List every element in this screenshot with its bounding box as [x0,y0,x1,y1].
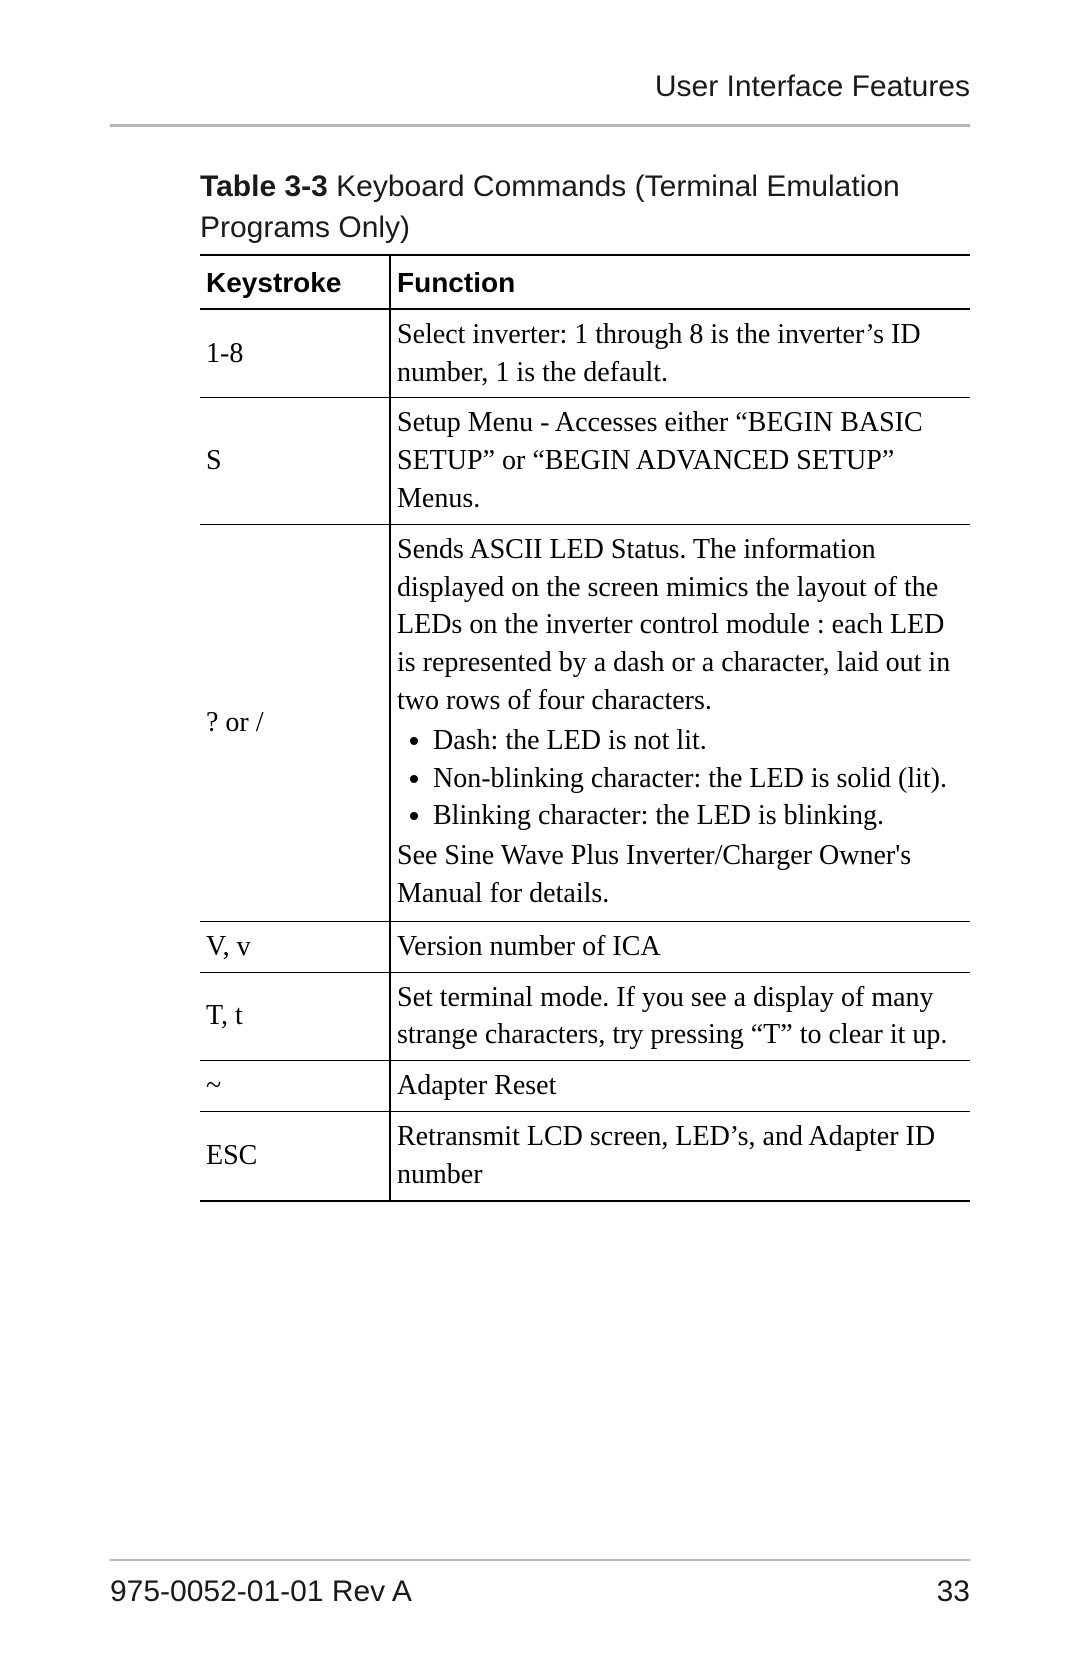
footer-rule [110,1559,970,1561]
keystroke-cell: ESC [200,1111,390,1200]
table-row: 1-8 Select inverter: 1 through 8 is the … [200,309,970,398]
keystroke-cell: 1-8 [200,309,390,398]
table-caption: Table 3-3 Keyboard Commands (Terminal Em… [200,167,970,248]
col-header-keystroke: Keystroke [200,255,390,309]
led-bullet-list: Dash: the LED is not lit. Non-blinking c… [397,722,956,835]
function-cell: Set terminal mode. If you see a display … [390,972,970,1061]
doc-number: 975-0052-01-01 Rev A [110,1575,412,1609]
keystroke-cell: V, v [200,921,390,972]
table-row: ? or / Sends ASCII LED Status. The infor… [200,524,970,921]
keystroke-cell: S [200,398,390,524]
table-row: V, v Version number of ICA [200,921,970,972]
list-item: Blinking character: the LED is blinking. [433,797,956,835]
keystroke-cell: ? or / [200,524,390,921]
table-row: ESC Retransmit LCD screen, LED’s, and Ad… [200,1111,970,1200]
function-cell: Retransmit LCD screen, LED’s, and Adapte… [390,1111,970,1200]
keyboard-commands-table: Keystroke Function 1-8 Select inverter: … [200,254,970,1202]
running-header: User Interface Features [110,70,970,104]
table-row: ~ Adapter Reset [200,1061,970,1112]
list-item: Dash: the LED is not lit. [433,722,956,760]
table-caption-label: Table 3-3 [200,170,328,203]
function-cell: Version number of ICA [390,921,970,972]
list-item: Non-blinking character: the LED is solid… [433,760,956,798]
table-row: S Setup Menu - Accesses either “BEGIN BA… [200,398,970,524]
function-intro: Sends ASCII LED Status. The information … [397,531,956,720]
page-footer: 975-0052-01-01 Rev A 33 [110,1559,970,1609]
table-row: T, t Set terminal mode. If you see a dis… [200,972,970,1061]
function-outro: See Sine Wave Plus Inverter/Charger Owne… [397,837,956,913]
page-content: Table 3-3 Keyboard Commands (Terminal Em… [110,127,970,1202]
keystroke-cell: T, t [200,972,390,1061]
function-cell: Select inverter: 1 through 8 is the inve… [390,309,970,398]
function-cell: Sends ASCII LED Status. The information … [390,524,970,921]
function-cell: Adapter Reset [390,1061,970,1112]
col-header-function: Function [390,255,970,309]
manual-page: User Interface Features Table 3-3 Keyboa… [0,0,1080,1262]
keystroke-cell: ~ [200,1061,390,1112]
table-header-row: Keystroke Function [200,255,970,309]
page-number: 33 [937,1575,970,1609]
function-cell: Setup Menu - Accesses either “BEGIN BASI… [390,398,970,524]
